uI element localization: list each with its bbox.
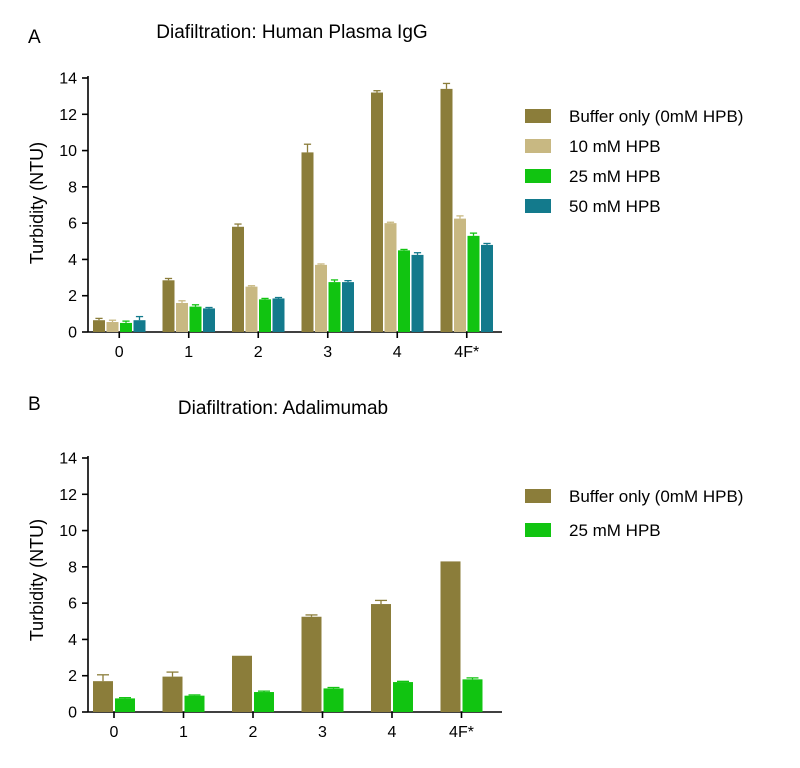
bar-a-1-3 (315, 264, 327, 332)
legend-swatch-a-1 (525, 139, 551, 153)
bar-a-3-1 (203, 308, 215, 332)
bar-a-3-0 (133, 320, 146, 332)
y-tick-label-b-14: 14 (59, 451, 77, 468)
bar-a-3-4 (411, 254, 424, 332)
bar-a-2-0 (120, 322, 132, 332)
bar-a-0-3 (301, 152, 314, 332)
bar-a-1-1 (176, 302, 188, 332)
y-tick-label-a-6: 6 (68, 216, 77, 233)
y-tick-label-b-2: 2 (68, 668, 77, 685)
bar-a-2-4 (398, 250, 410, 332)
panel-letter-a: A (28, 27, 41, 48)
panel-letter-b: B (28, 394, 41, 415)
y-tick-label-a-12: 12 (59, 107, 77, 124)
y-tick-label-a-4: 4 (68, 252, 77, 269)
y-tick-label-a-8: 8 (68, 179, 77, 196)
x-tick-label-b-5: 4F* (449, 724, 474, 741)
x-tick-label-b-3: 3 (318, 724, 327, 741)
bar-b-1-5 (462, 679, 483, 712)
y-tick-label-b-8: 8 (68, 559, 77, 576)
bar-b-1-4 (393, 682, 413, 712)
bar-b-1-0 (115, 698, 135, 712)
x-tick-label-b-2: 2 (249, 724, 258, 741)
y-axis-label-b: Turbidity (NTU) (27, 519, 47, 641)
chart-title-a: Diafiltration: Human Plasma IgG (156, 22, 427, 43)
legend-label-b-1: 25 mM HPB (569, 521, 661, 540)
bar-a-2-3 (328, 282, 341, 332)
bar-b-0-4 (371, 604, 391, 712)
x-tick-label-b-1: 1 (179, 724, 188, 741)
x-tick-label-a-0: 0 (115, 344, 124, 361)
bar-a-0-1 (162, 280, 175, 332)
bar-a-1-5 (454, 218, 466, 332)
chart-panel-a: A Diafiltration: Human Plasma IgG Turbid… (27, 22, 743, 361)
bar-b-0-5 (440, 561, 461, 712)
bar-b-1-1 (184, 695, 205, 712)
legend-label-a-1: 10 mM HPB (569, 137, 661, 156)
y-tick-label-a-2: 2 (68, 288, 77, 305)
y-tick-label-a-10: 10 (59, 143, 77, 160)
bar-b-1-2 (254, 692, 274, 712)
y-tick-label-b-4: 4 (68, 632, 77, 649)
bar-a-3-3 (342, 282, 354, 332)
y-tick-label-a-14: 14 (59, 71, 77, 88)
y-tick-label-b-0: 0 (68, 705, 77, 722)
y-axis-label-a: Turbidity (NTU) (27, 142, 47, 264)
x-tick-label-a-4: 4 (393, 344, 402, 361)
x-tick-label-a-5: 4F* (454, 344, 479, 361)
chart-panel-b: B Diafiltration: Adalimumab Turbidity (N… (27, 394, 743, 741)
y-tick-label-a-0: 0 (68, 325, 77, 342)
y-tick-label-b-12: 12 (59, 487, 77, 504)
legend-swatch-b-0 (525, 489, 551, 503)
bar-a-1-2 (245, 286, 258, 332)
bar-b-0-0 (93, 681, 113, 712)
bar-b-1-3 (323, 688, 344, 712)
bar-a-1-4 (384, 223, 397, 332)
bar-b-0-3 (301, 616, 322, 712)
x-tick-label-b-0: 0 (110, 724, 119, 741)
bar-a-0-0 (93, 320, 105, 332)
bar-a-2-5 (467, 235, 480, 332)
legend-label-a-3: 50 mM HPB (569, 197, 661, 216)
legend-label-a-0: Buffer only (0mM HPB) (569, 107, 743, 126)
legend-swatch-a-0 (525, 109, 551, 123)
x-tick-label-a-1: 1 (184, 344, 193, 361)
bar-a-0-4 (371, 92, 383, 332)
legend-swatch-b-1 (525, 523, 551, 537)
bar-b-0-2 (232, 655, 252, 712)
legend-label-a-2: 25 mM HPB (569, 167, 661, 186)
legend-label-b-0: Buffer only (0mM HPB) (569, 487, 743, 506)
x-tick-label-a-2: 2 (254, 344, 263, 361)
bar-b-0-1 (162, 676, 183, 712)
x-tick-label-b-4: 4 (388, 724, 397, 741)
chart-title-b: Diafiltration: Adalimumab (178, 398, 388, 419)
bar-a-3-2 (272, 298, 285, 332)
bar-a-0-5 (440, 88, 453, 332)
y-tick-label-b-6: 6 (68, 596, 77, 613)
bar-a-0-2 (232, 226, 244, 332)
legend-swatch-a-3 (525, 199, 551, 213)
bar-a-3-5 (481, 244, 493, 332)
bar-a-1-0 (106, 322, 119, 332)
y-tick-label-b-10: 10 (59, 523, 77, 540)
bar-a-2-2 (259, 299, 271, 332)
legend-swatch-a-2 (525, 169, 551, 183)
x-tick-label-a-3: 3 (323, 344, 332, 361)
bar-a-2-1 (189, 306, 202, 332)
